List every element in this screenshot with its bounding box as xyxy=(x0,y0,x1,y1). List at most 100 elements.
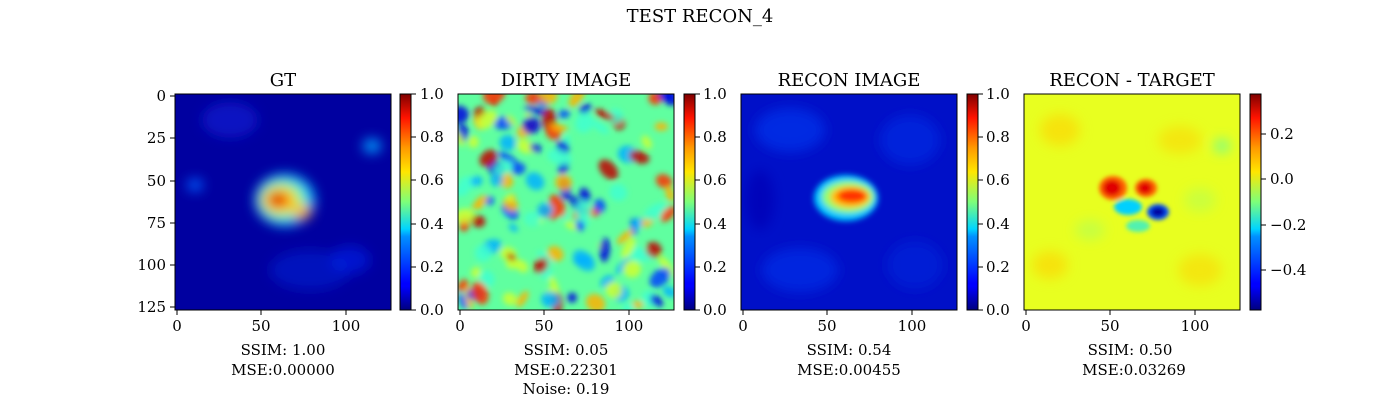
heatmap-image xyxy=(175,94,391,310)
texture-blob xyxy=(591,120,609,135)
metric-label: MSE:0.00000 xyxy=(231,361,335,379)
texture-blob xyxy=(458,208,475,224)
colorbar-tick-label: 0.0 xyxy=(420,301,444,319)
texture-blob xyxy=(662,286,674,298)
texture-blob xyxy=(650,294,663,308)
texture-blob xyxy=(493,160,513,177)
colorbar-tick-label: 0.4 xyxy=(986,215,1010,233)
texture-blob xyxy=(505,194,514,203)
texture-blob xyxy=(655,174,673,189)
panel-title: RECON IMAGE xyxy=(778,70,921,91)
panel-dirty-image: DIRTY IMAGE 0 50 100 0.0 0.2 0.4 0.6 0 xyxy=(455,70,727,398)
texture-blob xyxy=(458,293,467,310)
x-axis: 0 50 100 xyxy=(738,310,926,335)
x-tick-label: 100 xyxy=(615,317,644,335)
texture-blob xyxy=(505,114,517,126)
colorbar-tick-label: 0.2 xyxy=(420,258,444,276)
texture-blob xyxy=(458,105,469,124)
texture-blob xyxy=(549,123,568,132)
heatmap-image xyxy=(458,94,674,310)
texture-blob xyxy=(622,303,634,310)
colorbar: 0.0 0.2 0.4 0.6 0.8 1.0 xyxy=(399,85,444,319)
texture-blob xyxy=(505,256,519,270)
texture-blob xyxy=(632,217,643,231)
texture-blob xyxy=(547,149,572,166)
texture-blob xyxy=(579,187,591,203)
texture-blob xyxy=(575,112,594,133)
texture-blob xyxy=(649,267,671,288)
x-tick-label: 100 xyxy=(332,317,361,335)
x-axis: 0 50 100 xyxy=(172,310,360,335)
panel-gt: GT 0 50 xyxy=(137,70,444,379)
colorbar-tick-label: 0.6 xyxy=(703,171,727,189)
y-tick-label: 125 xyxy=(137,298,166,316)
y-tick-label: 100 xyxy=(137,256,166,274)
colorbar-tick-label: −0.2 xyxy=(1270,216,1306,234)
x-tick-label: 100 xyxy=(1181,317,1210,335)
metric-label: SSIM: 0.50 xyxy=(1088,341,1173,359)
texture-blob xyxy=(470,176,483,187)
colorbar: 0.0 0.2 0.4 0.6 0.8 1.0 xyxy=(966,85,1010,319)
texture-blob xyxy=(564,221,579,231)
colorbar-tick-label: 0.2 xyxy=(986,258,1010,276)
texture-blob xyxy=(479,270,495,288)
texture-blob xyxy=(598,159,619,180)
texture-blob xyxy=(605,281,623,299)
colorbar-tick-label: 0.2 xyxy=(703,258,727,276)
x-tick-label: 50 xyxy=(817,317,836,335)
panel-recon-image: RECON IMAGE 0 50 100 xyxy=(738,70,1010,379)
panel-title: GT xyxy=(270,70,296,91)
texture-blob xyxy=(660,205,674,222)
texture-blob xyxy=(536,250,553,265)
texture-blob xyxy=(579,103,592,114)
y-tick-label: 25 xyxy=(147,129,166,147)
panel-title: DIRTY IMAGE xyxy=(501,70,631,91)
texture-blob xyxy=(575,220,585,232)
heatmap-image xyxy=(1024,94,1240,310)
texture-blob xyxy=(467,135,479,148)
texture-blob xyxy=(497,151,518,165)
texture-blob xyxy=(482,94,506,105)
texture-blob xyxy=(568,94,585,108)
texture-blob xyxy=(539,94,558,105)
x-tick-label: 0 xyxy=(455,317,465,335)
texture-blob xyxy=(662,94,674,106)
colorbar-tick-label: 0.4 xyxy=(420,215,444,233)
texture-blob xyxy=(516,139,533,154)
texture-blob xyxy=(458,186,469,197)
x-tick-label: 50 xyxy=(1100,317,1119,335)
texture-blob xyxy=(547,245,564,262)
texture-blob xyxy=(594,108,615,121)
colorbar-tick-label: 0.8 xyxy=(703,128,727,146)
texture-blob xyxy=(523,106,548,115)
metric-label: MSE:0.03269 xyxy=(1082,361,1186,379)
x-tick-label: 0 xyxy=(1021,317,1031,335)
texture-blob xyxy=(548,274,560,295)
y-tick-label: 50 xyxy=(147,172,166,190)
texture-blob xyxy=(515,259,529,273)
y-axis: 0 25 50 75 100 125 xyxy=(137,87,175,316)
heatmap-image xyxy=(741,94,957,310)
metric-label: MSE:0.22301 xyxy=(514,361,618,379)
colorbar-tick-label: 0.8 xyxy=(420,128,444,146)
texture-blob xyxy=(555,174,573,192)
texture-blob xyxy=(609,184,628,201)
metric-label: SSIM: 0.54 xyxy=(807,341,892,359)
colorbar-tick-label: −0.4 xyxy=(1270,261,1306,279)
x-axis: 0 50 100 xyxy=(455,310,643,335)
texture-blob xyxy=(537,202,554,218)
texture-blob xyxy=(585,293,606,310)
texture-blob xyxy=(533,257,549,274)
texture-blob xyxy=(474,244,492,262)
x-tick-label: 50 xyxy=(534,317,553,335)
metric-label: MSE:0.00455 xyxy=(797,361,901,379)
metric-label: SSIM: 0.05 xyxy=(524,341,609,359)
metric-label: Noise: 0.19 xyxy=(523,380,610,398)
texture-blob xyxy=(502,292,518,306)
texture-blob xyxy=(476,110,498,130)
colorbar-tick-label: 0.6 xyxy=(420,171,444,189)
texture-blob xyxy=(573,256,593,265)
texture-blob xyxy=(623,260,641,278)
texture-blob xyxy=(629,150,650,164)
texture-blob xyxy=(471,203,484,210)
